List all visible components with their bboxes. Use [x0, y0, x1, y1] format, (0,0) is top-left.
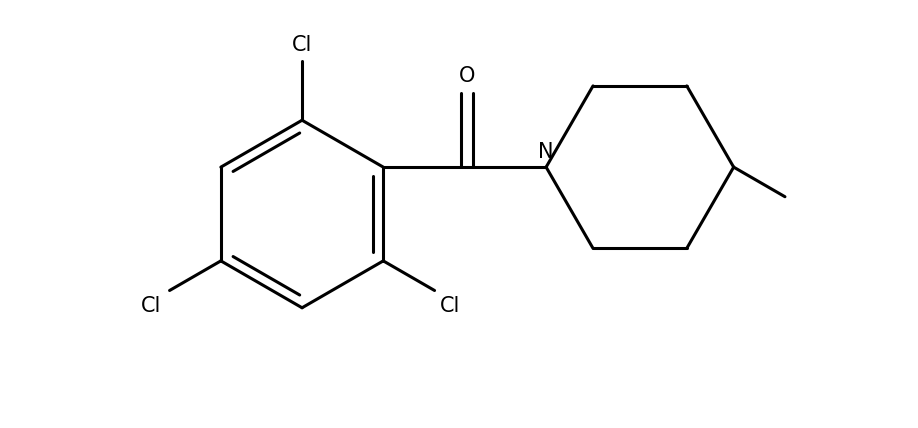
Text: Cl: Cl: [440, 297, 460, 316]
Text: Cl: Cl: [141, 297, 162, 316]
Text: N: N: [538, 142, 554, 162]
Text: Cl: Cl: [292, 35, 312, 55]
Text: O: O: [459, 66, 476, 86]
